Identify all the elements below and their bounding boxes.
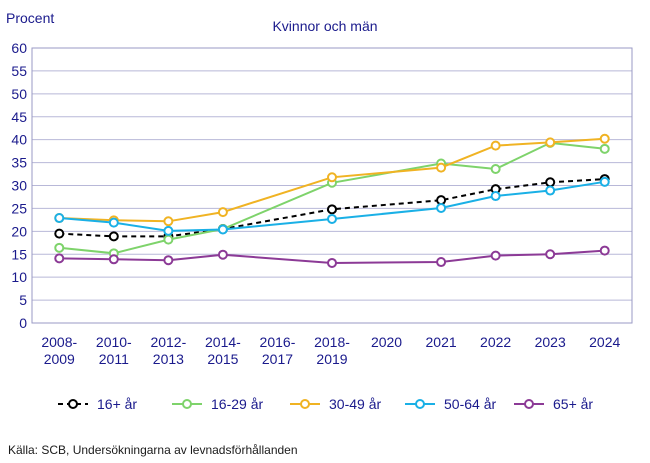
data-point [108, 217, 119, 228]
data-point [436, 257, 447, 268]
data-point [545, 185, 556, 196]
data-point [599, 143, 610, 154]
x-tick-label: 2024 [589, 334, 620, 350]
y-tick-label: 0 [19, 315, 27, 331]
x-tick-label: 2010-2011 [96, 334, 132, 367]
plot-frame [31, 47, 633, 324]
legend-marker [182, 399, 192, 409]
legend-marker [300, 399, 310, 409]
legend-label: 16+ år [97, 396, 137, 412]
data-point [217, 207, 228, 218]
y-tick-label: 40 [11, 132, 27, 148]
x-tick-label: 2016-2017 [260, 334, 296, 367]
data-point [217, 249, 228, 260]
chart-title: Kvinnor och män [272, 18, 378, 34]
data-point [163, 255, 174, 266]
data-point [327, 213, 337, 224]
data-point [327, 172, 337, 183]
legend-label: 30-49 år [329, 396, 381, 412]
data-point [327, 257, 337, 268]
y-tick-label: 35 [11, 155, 27, 171]
data-point [490, 140, 501, 151]
data-point [108, 231, 119, 242]
data-point [599, 176, 610, 187]
y-tick-label: 10 [11, 269, 27, 285]
x-tick-label: 2023 [535, 334, 566, 350]
x-tick-label: 2018-2019 [314, 334, 350, 367]
data-point [490, 164, 501, 174]
data-point [54, 253, 65, 264]
y-tick-label: 55 [11, 63, 27, 79]
data-point [54, 242, 65, 253]
y-axis-label: Procent [6, 10, 55, 26]
x-tick-label: 2008-2009 [41, 334, 77, 367]
data-point [163, 225, 174, 236]
data-point [436, 202, 447, 213]
data-point [327, 204, 337, 215]
data-point [436, 162, 447, 173]
x-tick-label: 2020 [371, 334, 402, 350]
data-point [108, 254, 119, 265]
legend-marker [415, 399, 425, 409]
y-tick-label: 20 [11, 223, 27, 239]
data-point [217, 224, 228, 235]
legend-label: 16-29 år [211, 396, 263, 412]
data-point [163, 216, 174, 227]
data-point [490, 250, 501, 261]
legend-marker [68, 399, 78, 409]
data-point [54, 228, 65, 239]
x-tick-label: 2021 [426, 334, 457, 350]
x-tick-label: 2022 [480, 334, 511, 350]
data-point [490, 191, 501, 202]
legend-label: 65+ år [553, 396, 593, 412]
data-point [545, 137, 556, 148]
legend-marker [524, 399, 534, 409]
data-point [54, 213, 65, 224]
y-tick-label: 15 [11, 246, 27, 262]
y-tick-label: 25 [11, 200, 27, 216]
legend-label: 50-64 år [444, 396, 496, 412]
y-tick-label: 45 [11, 109, 27, 125]
series-line-0 [59, 178, 605, 238]
data-point [599, 133, 610, 144]
y-tick-label: 30 [11, 178, 27, 194]
y-tick-label: 50 [11, 86, 27, 102]
x-tick-label: 2014-2015 [205, 334, 241, 367]
y-tick-label: 60 [11, 40, 27, 56]
data-point [163, 234, 174, 245]
data-point [545, 249, 556, 260]
x-tick-label: 2012-2013 [150, 334, 186, 367]
source-note: Källa: SCB, Undersökningarna av levnadsf… [8, 443, 298, 457]
y-tick-label: 5 [19, 292, 27, 308]
data-point [599, 245, 610, 256]
data-point [545, 177, 556, 188]
